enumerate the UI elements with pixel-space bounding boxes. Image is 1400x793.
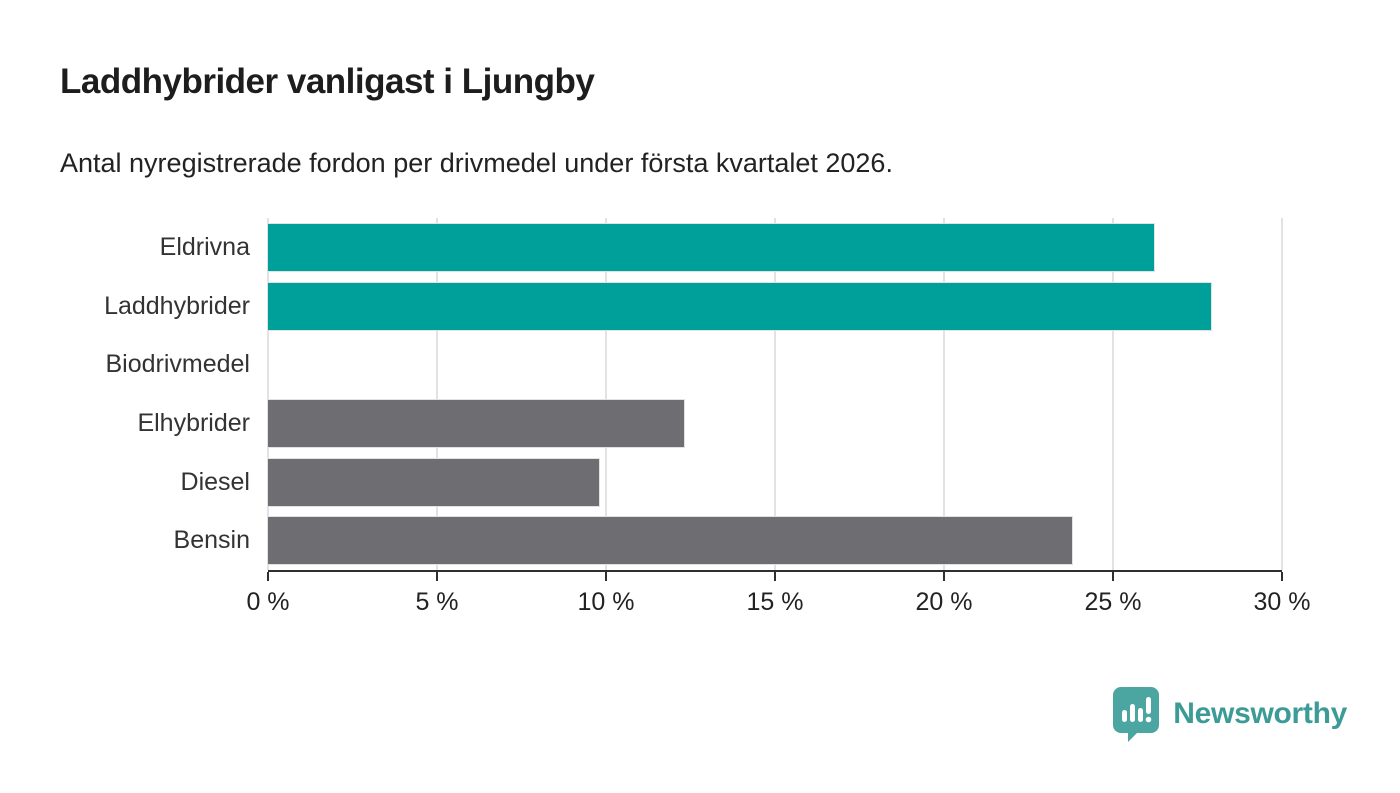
chart-row: Laddhybrider — [60, 277, 1282, 336]
bar-track — [266, 281, 1282, 331]
chart-row: Biodrivmedel — [60, 335, 1282, 394]
newsworthy-logo-icon — [1111, 685, 1161, 743]
gridline-5 — [436, 218, 438, 570]
gridline-10 — [605, 218, 607, 570]
chart-row: Diesel — [60, 453, 1282, 512]
chart-row: Elhybrider — [60, 394, 1282, 453]
bar-laddhybrider — [266, 281, 1213, 331]
bar-bensin — [266, 516, 1074, 566]
chart-subtitle: Antal nyregistrerade fordon per drivmede… — [60, 148, 893, 178]
bar-track — [266, 516, 1282, 566]
bar-elhybrider — [267, 398, 685, 448]
x-tick — [1112, 572, 1114, 581]
x-tick — [436, 572, 438, 581]
gridline-0 — [267, 218, 269, 570]
x-tick — [267, 572, 269, 581]
category-label: Laddhybrider — [104, 291, 250, 320]
x-tick — [1281, 572, 1283, 581]
x-tick — [943, 572, 945, 581]
x-tick-label: 30 % — [1253, 588, 1311, 616]
chart-rows: Eldrivna Laddhybrider Biodrivmedel Elhybrid… — [60, 218, 1282, 570]
gridline-15 — [774, 218, 776, 570]
gridline-30 — [1281, 218, 1283, 570]
newsworthy-logo-text: Newsworthy — [1173, 697, 1347, 730]
bar-track — [268, 341, 1282, 388]
gridline-20 — [943, 218, 945, 570]
bar-eldrivna — [267, 222, 1155, 272]
x-tick-label: 0 % — [246, 588, 290, 616]
category-label: Bensin — [173, 526, 250, 555]
chart-row: Eldrivna — [60, 218, 1282, 277]
bar-chart: Eldrivna Laddhybrider Biodrivmedel Elhybrid… — [60, 218, 1283, 570]
x-tick-label: 20 % — [915, 588, 973, 616]
chart-row: Bensin — [60, 511, 1282, 570]
x-axis: 0 % 5 % 10 % 15 % 20 % 25 % 30 % — [246, 570, 1310, 616]
x-tick-label: 10 % — [577, 588, 635, 616]
x-tick — [605, 572, 607, 581]
category-label: Biodrivmedel — [105, 350, 250, 379]
category-label: Diesel — [180, 467, 250, 496]
bar-track — [267, 398, 1282, 448]
plot-gridlines — [267, 218, 1283, 570]
chart-title: Laddhybrider vanligast i Ljungby — [60, 62, 595, 101]
category-label: Elhybrider — [137, 408, 250, 437]
bar-track — [266, 457, 1282, 507]
bar-track — [267, 222, 1282, 272]
x-tick-label: 5 % — [415, 588, 459, 616]
x-tick — [774, 572, 776, 581]
newsworthy-logo: Newsworthy — [1111, 685, 1347, 743]
x-tick-label: 25 % — [1084, 588, 1142, 616]
x-tick-label: 15 % — [746, 588, 804, 616]
gridline-25 — [1112, 218, 1114, 570]
bar-diesel — [266, 457, 601, 507]
category-label: Eldrivna — [159, 232, 250, 261]
